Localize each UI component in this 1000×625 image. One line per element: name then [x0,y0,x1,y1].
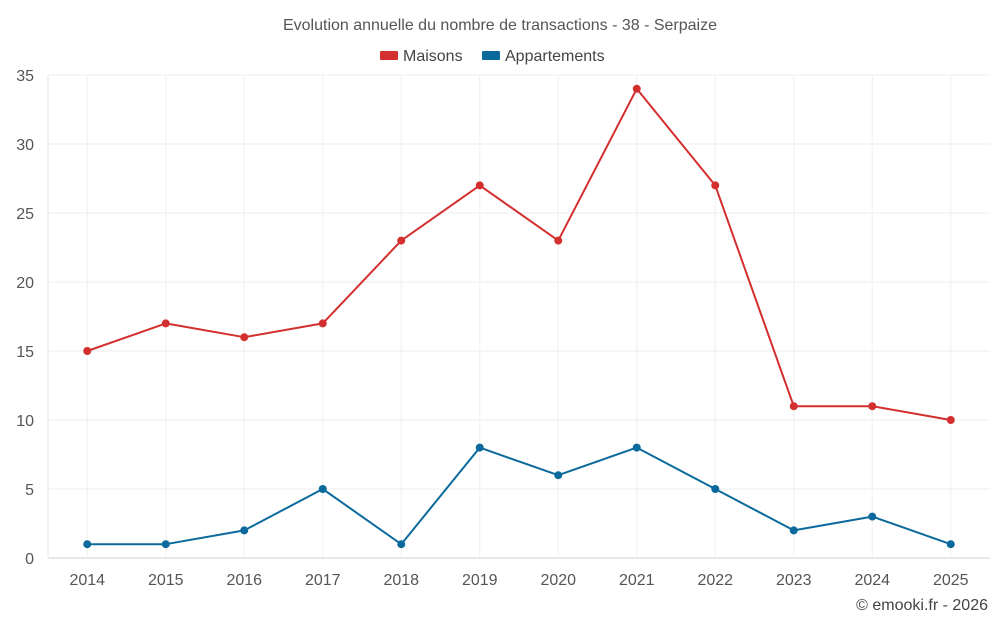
data-point-maisons[interactable] [789,402,798,411]
data-point-maisons[interactable] [711,181,720,190]
data-point-maisons[interactable] [397,236,406,245]
data-point-maisons[interactable] [946,416,955,424]
data-point-maisons[interactable] [83,347,92,355]
data-point-maisons[interactable] [554,236,563,245]
y-tick-label: 5 [25,482,34,499]
y-tick-label: 35 [16,68,34,85]
y-tick-label: 20 [16,275,34,292]
y-tick-label: 0 [25,551,34,568]
legend-swatch-appartements [482,51,500,60]
x-tick-label: 2017 [305,572,341,589]
x-tick-label: 2015 [148,572,184,589]
data-point-appartements[interactable] [946,540,955,549]
chart-title: Evolution annuelle du nombre de transact… [283,17,717,34]
x-tick-label: 2025 [933,572,969,589]
legend-label-maisons[interactable]: Maisons [403,48,463,65]
data-point-maisons[interactable] [868,402,877,411]
data-point-appartements[interactable] [789,526,798,535]
y-tick-label: 15 [16,344,34,361]
y-tick-label: 10 [16,413,34,430]
x-tick-label: 2024 [854,572,890,589]
x-tick-label: 2021 [619,572,655,589]
series-line-maisons [86,87,951,421]
x-tick-label: 2019 [462,572,498,589]
data-point-appartements[interactable] [868,512,877,521]
x-tick-label: 2020 [540,572,576,589]
data-point-appartements[interactable] [397,540,406,549]
data-point-maisons[interactable] [475,181,484,190]
x-tick-label: 2014 [69,572,105,589]
data-point-appartements[interactable] [83,540,92,549]
grid [48,74,990,558]
y-tick-label: 30 [16,137,34,154]
data-point-appartements[interactable] [318,485,327,493]
data-point-appartements[interactable] [161,540,170,549]
data-point-appartements[interactable] [240,526,249,535]
data-point-appartements[interactable] [554,471,563,480]
data-point-appartements[interactable] [632,443,641,452]
x-axis: 2014 2015 2016 2017 2018 2019 2020 2021 2022 2023… [48,557,990,589]
data-point-maisons[interactable] [161,319,170,328]
x-tick-label: 2016 [226,572,262,589]
series-line-appartements [87,446,952,546]
data-point-maisons[interactable] [632,84,641,93]
y-axis: 0 5 10 15 20 25 30 35 [16,68,49,568]
legend-swatch-maisons [380,51,398,60]
x-tick-label: 2022 [697,572,733,589]
data-point-appartements[interactable] [711,485,720,493]
plot-area [83,84,955,549]
data-point-appartements[interactable] [475,443,484,452]
y-tick-label: 25 [16,206,34,223]
x-tick-label: 2018 [383,572,419,589]
credit-text: © emooki.fr - 2026 [856,597,988,614]
data-point-maisons[interactable] [318,319,327,328]
legend-label-appartements[interactable]: Appartements [505,48,605,65]
x-tick-label: 2023 [776,572,812,589]
legend: Maisons Appartements [380,48,605,65]
data-point-maisons[interactable] [240,333,249,342]
